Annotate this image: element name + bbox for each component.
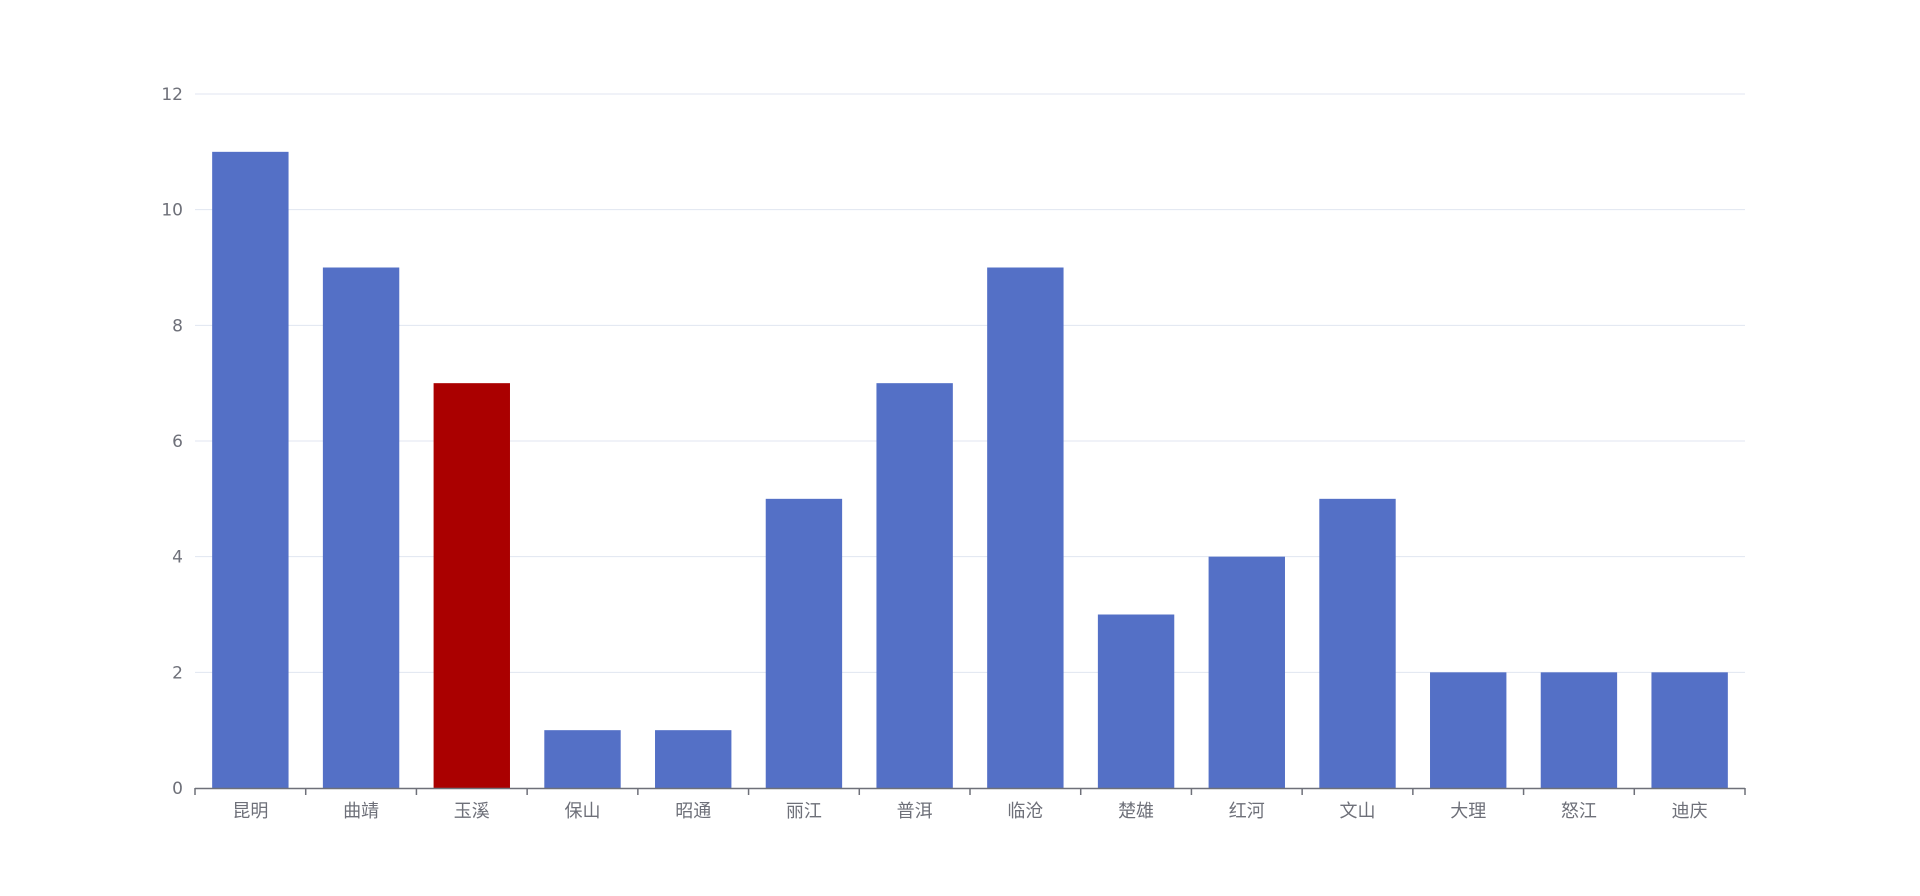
- x-tick-label: 玉溪: [454, 801, 490, 822]
- x-tick-label: 大理: [1450, 801, 1486, 822]
- y-tick-label: 12: [161, 85, 183, 105]
- y-tick-label: 0: [172, 779, 183, 799]
- x-tick-label: 迪庆: [1672, 801, 1708, 822]
- bar-13[interactable]: [1540, 672, 1618, 788]
- bar-1[interactable]: [212, 151, 289, 789]
- bars: [212, 151, 1728, 789]
- x-tick-label: 楚雄: [1118, 801, 1154, 822]
- bar-9[interactable]: [1097, 614, 1175, 789]
- x-tick-label: 保山: [565, 801, 601, 822]
- x-axis: [194, 787, 1746, 795]
- y-axis-labels: 0 2 4 6 8 10 12: [161, 85, 183, 799]
- y-tick-label: 4: [172, 548, 183, 568]
- x-tick-label: 普洱: [897, 801, 933, 822]
- bar-11[interactable]: [1319, 498, 1396, 788]
- x-tick-label: 昭通: [675, 801, 711, 822]
- y-tick-label: 6: [172, 432, 183, 452]
- bar-12[interactable]: [1430, 672, 1507, 788]
- bar-6[interactable]: [765, 498, 843, 788]
- y-tick-label: 8: [172, 316, 183, 336]
- bar-10[interactable]: [1208, 556, 1285, 788]
- bar-7[interactable]: [876, 383, 953, 788]
- x-axis-labels: 昆明 曲靖 玉溪 保山 昭通 丽江 普洱 临沧 楚雄 红河 文山 大理 怒江 迪庆: [232, 801, 1707, 822]
- x-tick-label: 丽江: [786, 801, 822, 822]
- grid-lines: [195, 93, 1745, 673]
- x-tick-label: 怒江: [1561, 801, 1597, 822]
- bar-2[interactable]: [322, 267, 400, 789]
- x-tick-label: 曲靖: [343, 801, 379, 822]
- bar-5[interactable]: [655, 730, 732, 788]
- x-tick-label: 昆明: [232, 801, 268, 822]
- bar-3[interactable]: [433, 383, 510, 788]
- x-tick-label: 文山: [1340, 801, 1376, 822]
- x-tick-label: 临沧: [1007, 801, 1043, 822]
- bar-14[interactable]: [1651, 672, 1728, 788]
- x-tick-label: 红河: [1229, 801, 1265, 822]
- bar-8[interactable]: [987, 267, 1064, 789]
- bar-4[interactable]: [544, 730, 621, 788]
- y-tick-label: 2: [172, 663, 183, 683]
- y-tick-label: 10: [161, 201, 183, 221]
